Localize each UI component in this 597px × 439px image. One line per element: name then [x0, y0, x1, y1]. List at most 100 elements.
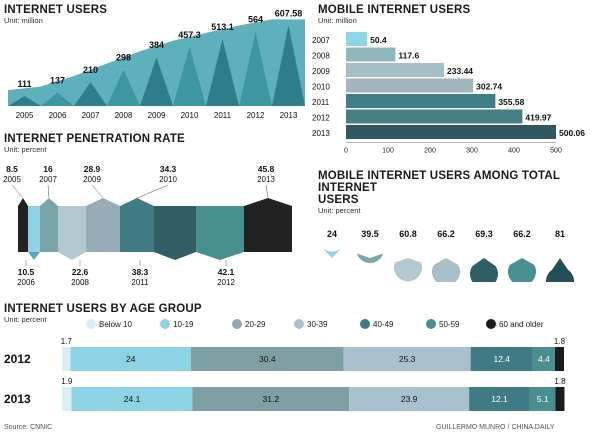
- legend-label: 10-19: [173, 319, 194, 329]
- pen-marker-2011: [154, 252, 196, 260]
- age-bar-2013-4: [469, 387, 530, 411]
- pen-leader-2005: [11, 184, 24, 199]
- legend-item-60-and-older: 60 and older: [486, 319, 543, 329]
- pen-leader-2010: [136, 184, 169, 199]
- share-value-2010: 66.2: [437, 229, 455, 239]
- pen-marker-2006: [28, 252, 40, 260]
- age-group-chart: 2012 1.7 24 30.4 25.3 12.4 4.4 1.8 2013 1.9 24.1 31…: [4, 337, 566, 411]
- share-wedge-2009: [394, 258, 422, 282]
- pen-value-2009: 28.9: [84, 164, 101, 174]
- age-bar-2012-6: [554, 347, 564, 371]
- mobile-year-2009: 2009: [312, 67, 330, 76]
- legend-label: Below 10: [99, 319, 132, 329]
- mobile-year-2007: 2007: [312, 36, 330, 45]
- age-value-2012-40-49: 12.4: [493, 354, 510, 364]
- users-triangle-2012: [239, 31, 272, 107]
- mobile-bar-2007: [346, 32, 368, 46]
- mobile-users-chart: 2007 50.4 2008 117.6 2009 233.44 2010 302.74 201…: [312, 32, 585, 155]
- share-value-2013: 81: [555, 229, 565, 239]
- mobile-share-title-line2: USERS: [318, 194, 359, 206]
- pen-value-2008: 22.6: [72, 267, 89, 277]
- users-value-2005: 111: [17, 79, 31, 89]
- age-year-2012: 2012: [4, 352, 31, 366]
- age-value-2012-20-29: 30.4: [259, 354, 276, 364]
- pen-band-2007: [40, 206, 58, 252]
- users-value-2010: 457.3: [178, 30, 201, 40]
- pen-value-2010: 34.3: [160, 164, 177, 174]
- age-bar-2013-1: [71, 387, 193, 411]
- age-group-unit: Unit: percent: [4, 315, 47, 324]
- source-note: Source: CNNIC: [4, 424, 53, 431]
- age-value-2012-60-and-older: 1.8: [554, 337, 566, 346]
- legend-item-40-49: 40-49: [360, 319, 393, 329]
- mobile-year-2012: 2012: [312, 114, 330, 123]
- age-value-2012-10-19: 24: [126, 354, 136, 364]
- internet-users-title: INTERNET USERS: [4, 4, 108, 16]
- mobile-value-2009: 233.44: [447, 66, 473, 76]
- pen-year-2008: 2008: [71, 278, 89, 287]
- pen-band-2009: [86, 206, 120, 252]
- age-bar-2012-0: [62, 347, 71, 371]
- age-value-2013-20-29: 31.2: [263, 394, 280, 404]
- mobile-year-2010: 2010: [312, 83, 330, 92]
- pen-marker-2009: [86, 198, 120, 206]
- penetration-panel: INTERNET PENETRATION RATE Unit: percent: [4, 133, 304, 154]
- legend-label: 20-29: [245, 319, 266, 329]
- pen-value-2006: 10.5: [18, 267, 35, 277]
- legend-item-30-39: 30-39: [294, 319, 327, 329]
- pen-value-2007: 16: [43, 164, 53, 174]
- users-triangle-2009: [140, 57, 173, 106]
- pen-value-2011: 38.3: [132, 267, 149, 277]
- pen-band-2012: [196, 206, 244, 252]
- mobile-value-2013: 500.06: [559, 128, 585, 138]
- mobile-bar-2008: [346, 47, 396, 62]
- pen-value-2005: 8.5: [6, 164, 18, 174]
- legend-swatch: [426, 319, 436, 329]
- pen-band-2008: [58, 206, 86, 252]
- legend-item-50-59: 50-59: [426, 319, 459, 329]
- mobile-xtick-300: 300: [466, 148, 478, 155]
- users-value-2008: 298: [116, 52, 131, 62]
- share-value-2009: 60.8: [399, 229, 417, 239]
- legend-item-20-29: 20-29: [232, 319, 265, 329]
- pen-year-2007: 2007: [39, 175, 57, 184]
- mobile-bar-2009: [346, 63, 445, 77]
- age-bar-2013-0: [62, 387, 72, 411]
- mobile-share-unit: Unit: percent: [318, 206, 361, 215]
- share-wedge-2010: [432, 258, 460, 282]
- legend-label: 30-39: [307, 319, 328, 329]
- pen-leader-2013: [265, 184, 269, 199]
- internet-users-panel: INTERNET USERS Unit: million: [4, 4, 304, 25]
- pen-year-2009: 2009: [83, 175, 101, 184]
- share-wedge-2011: [470, 258, 498, 282]
- mobile-xtick-0: 0: [344, 148, 348, 155]
- users-year-2006: 2006: [49, 111, 67, 120]
- mobile-bar-2013: [346, 125, 557, 139]
- users-triangle-2011: [206, 38, 239, 107]
- share-value-2011: 69.3: [475, 229, 493, 239]
- internet-users-chart: 111 2005 137 2006 210 2007 298 2008 384 2009 457.3…: [8, 8, 305, 120]
- users-year-2013: 2013: [280, 111, 298, 120]
- share-value-2008: 39.5: [361, 229, 379, 239]
- share-value-2007: 24: [327, 229, 337, 239]
- mobile-xtick-100: 100: [382, 148, 394, 155]
- pen-year-2010: 2010: [159, 175, 177, 184]
- mobile-value-2007: 50.4: [370, 35, 387, 45]
- age-bar-2012-4: [470, 347, 533, 371]
- age-bar-2012-3: [343, 347, 471, 371]
- share-wedge-2007: [322, 247, 342, 258]
- share-wedge-2012: [508, 258, 536, 282]
- pen-leader-2007: [47, 184, 50, 199]
- legend-item-10-19: 10-19: [160, 319, 193, 329]
- pen-value-2013: 45.8: [258, 164, 275, 174]
- mobile-xtick-400: 400: [508, 148, 520, 155]
- age-bar-2013-2: [192, 387, 350, 411]
- mobile-year-2013: 2013: [312, 129, 330, 138]
- mobile-share-title-line1: MOBILE INTERNET USERS AMONG TOTAL INTERN…: [318, 170, 560, 194]
- age-value-2013-60-and-older: 1.8: [554, 377, 566, 386]
- users-triangle-2010: [173, 46, 206, 106]
- users-year-2010: 2010: [181, 111, 199, 120]
- age-bar-2013-3: [349, 387, 470, 411]
- age-value-2013-10-19: 24.1: [124, 394, 141, 404]
